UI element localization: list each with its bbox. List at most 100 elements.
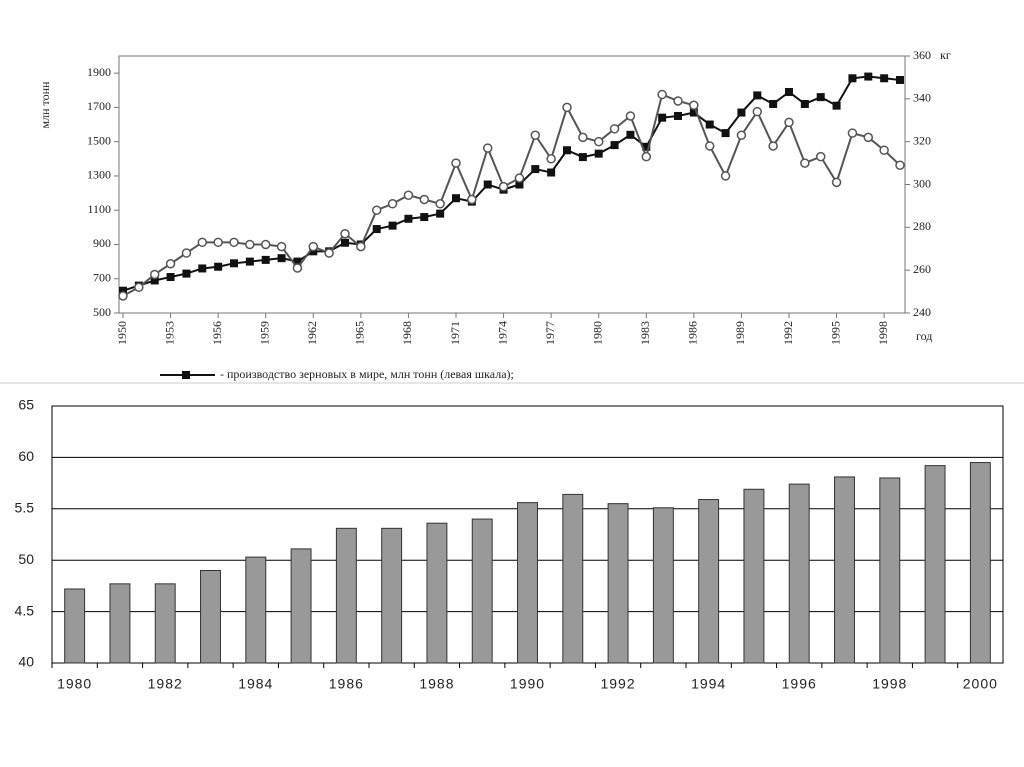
y-tick-label: 4.5 bbox=[15, 602, 35, 618]
marker bbox=[149, 269, 160, 280]
x-tick-label: 1990 bbox=[510, 676, 545, 692]
x-tick-label: 1971 bbox=[448, 321, 462, 345]
x-tick-label: 1995 bbox=[828, 321, 842, 345]
marker bbox=[895, 160, 905, 170]
y-tick-label: 1500 bbox=[87, 133, 111, 147]
y-tick-label: 1100 bbox=[87, 202, 111, 216]
marker bbox=[308, 241, 319, 252]
marker bbox=[467, 194, 477, 205]
y-tick-label: 5.5 bbox=[15, 500, 35, 516]
marker bbox=[324, 248, 334, 258]
bar bbox=[381, 527, 403, 664]
marker bbox=[166, 273, 175, 282]
y-tick-label: 1700 bbox=[87, 99, 111, 113]
x-tick-label: 1953 bbox=[162, 321, 176, 345]
marker bbox=[277, 254, 286, 263]
bar bbox=[788, 483, 810, 664]
bar bbox=[969, 462, 991, 664]
marker bbox=[547, 168, 556, 177]
y-tick-label: 1300 bbox=[87, 168, 111, 182]
marker bbox=[435, 199, 445, 209]
series-line bbox=[122, 75, 901, 292]
marker bbox=[626, 130, 635, 139]
marker bbox=[482, 143, 493, 153]
marker bbox=[593, 136, 604, 147]
bar bbox=[335, 527, 357, 664]
marker bbox=[578, 153, 587, 162]
y-tick-label: 40 bbox=[18, 654, 34, 670]
marker bbox=[451, 158, 461, 168]
marker bbox=[609, 124, 620, 134]
marker bbox=[341, 238, 349, 247]
marker bbox=[436, 209, 445, 218]
marker bbox=[404, 214, 413, 223]
marker bbox=[150, 276, 159, 285]
x-tick-label: 2000 bbox=[963, 676, 998, 692]
marker bbox=[514, 173, 525, 183]
y-tick-label: 50 bbox=[18, 551, 34, 567]
marker bbox=[674, 111, 682, 120]
marker bbox=[864, 72, 873, 81]
marker bbox=[832, 101, 841, 110]
marker bbox=[276, 241, 287, 252]
x-tick-label: 1989 bbox=[733, 321, 747, 345]
bar bbox=[64, 588, 86, 664]
y-tick-label: 500 bbox=[93, 305, 111, 319]
y2-tick-label: 280 bbox=[913, 219, 931, 233]
marker bbox=[562, 102, 572, 113]
marker bbox=[800, 99, 809, 108]
marker bbox=[260, 239, 271, 250]
bar bbox=[245, 556, 267, 664]
x-tick-label: 1959 bbox=[257, 321, 271, 345]
bar bbox=[290, 548, 312, 664]
bar bbox=[652, 507, 674, 664]
marker bbox=[198, 264, 207, 273]
marker bbox=[245, 239, 255, 250]
bar bbox=[607, 503, 629, 664]
bottom-chart: 40 4.5 50 5.5 60 65 1980 1982 1984 1986 1988 1990 19… bbox=[15, 397, 1004, 692]
bar bbox=[471, 518, 493, 664]
marker bbox=[229, 237, 239, 248]
marker bbox=[657, 89, 667, 100]
marker bbox=[769, 99, 778, 108]
x-tick-label: 1974 bbox=[495, 321, 509, 345]
bar bbox=[879, 477, 901, 664]
marker bbox=[182, 269, 191, 278]
marker bbox=[737, 108, 746, 117]
x-tick-label: 1956 bbox=[210, 321, 224, 345]
marker bbox=[452, 194, 460, 203]
x-tick-label: 1992 bbox=[600, 676, 635, 692]
marker bbox=[689, 100, 699, 111]
x-tick-label: 1988 bbox=[419, 676, 454, 692]
series-line bbox=[122, 93, 901, 297]
y-axis-label: млн тонн bbox=[38, 81, 52, 129]
y-tick-label: 65 bbox=[18, 397, 34, 413]
marker bbox=[896, 75, 904, 84]
marker bbox=[213, 237, 223, 248]
marker bbox=[879, 145, 889, 155]
y-tick-label: 1900 bbox=[87, 65, 111, 79]
bar bbox=[562, 493, 584, 664]
marker bbox=[388, 221, 397, 230]
x-tick-label: 1994 bbox=[691, 676, 726, 692]
bar bbox=[109, 583, 131, 664]
y2-tick-label: 240 bbox=[913, 305, 931, 319]
marker bbox=[340, 229, 350, 239]
marker bbox=[387, 199, 398, 209]
bar bbox=[924, 465, 946, 664]
marker bbox=[721, 129, 730, 138]
marker bbox=[848, 74, 857, 83]
legend-marker bbox=[182, 371, 190, 379]
x-tick-label: 1986 bbox=[329, 676, 364, 692]
bar bbox=[834, 476, 855, 664]
marker bbox=[134, 282, 144, 293]
marker bbox=[245, 257, 254, 266]
marker bbox=[785, 87, 793, 96]
marker bbox=[530, 130, 541, 140]
marker bbox=[531, 165, 540, 174]
marker bbox=[847, 128, 858, 138]
marker bbox=[230, 259, 238, 268]
x-tick-label: 1998 bbox=[876, 321, 890, 345]
